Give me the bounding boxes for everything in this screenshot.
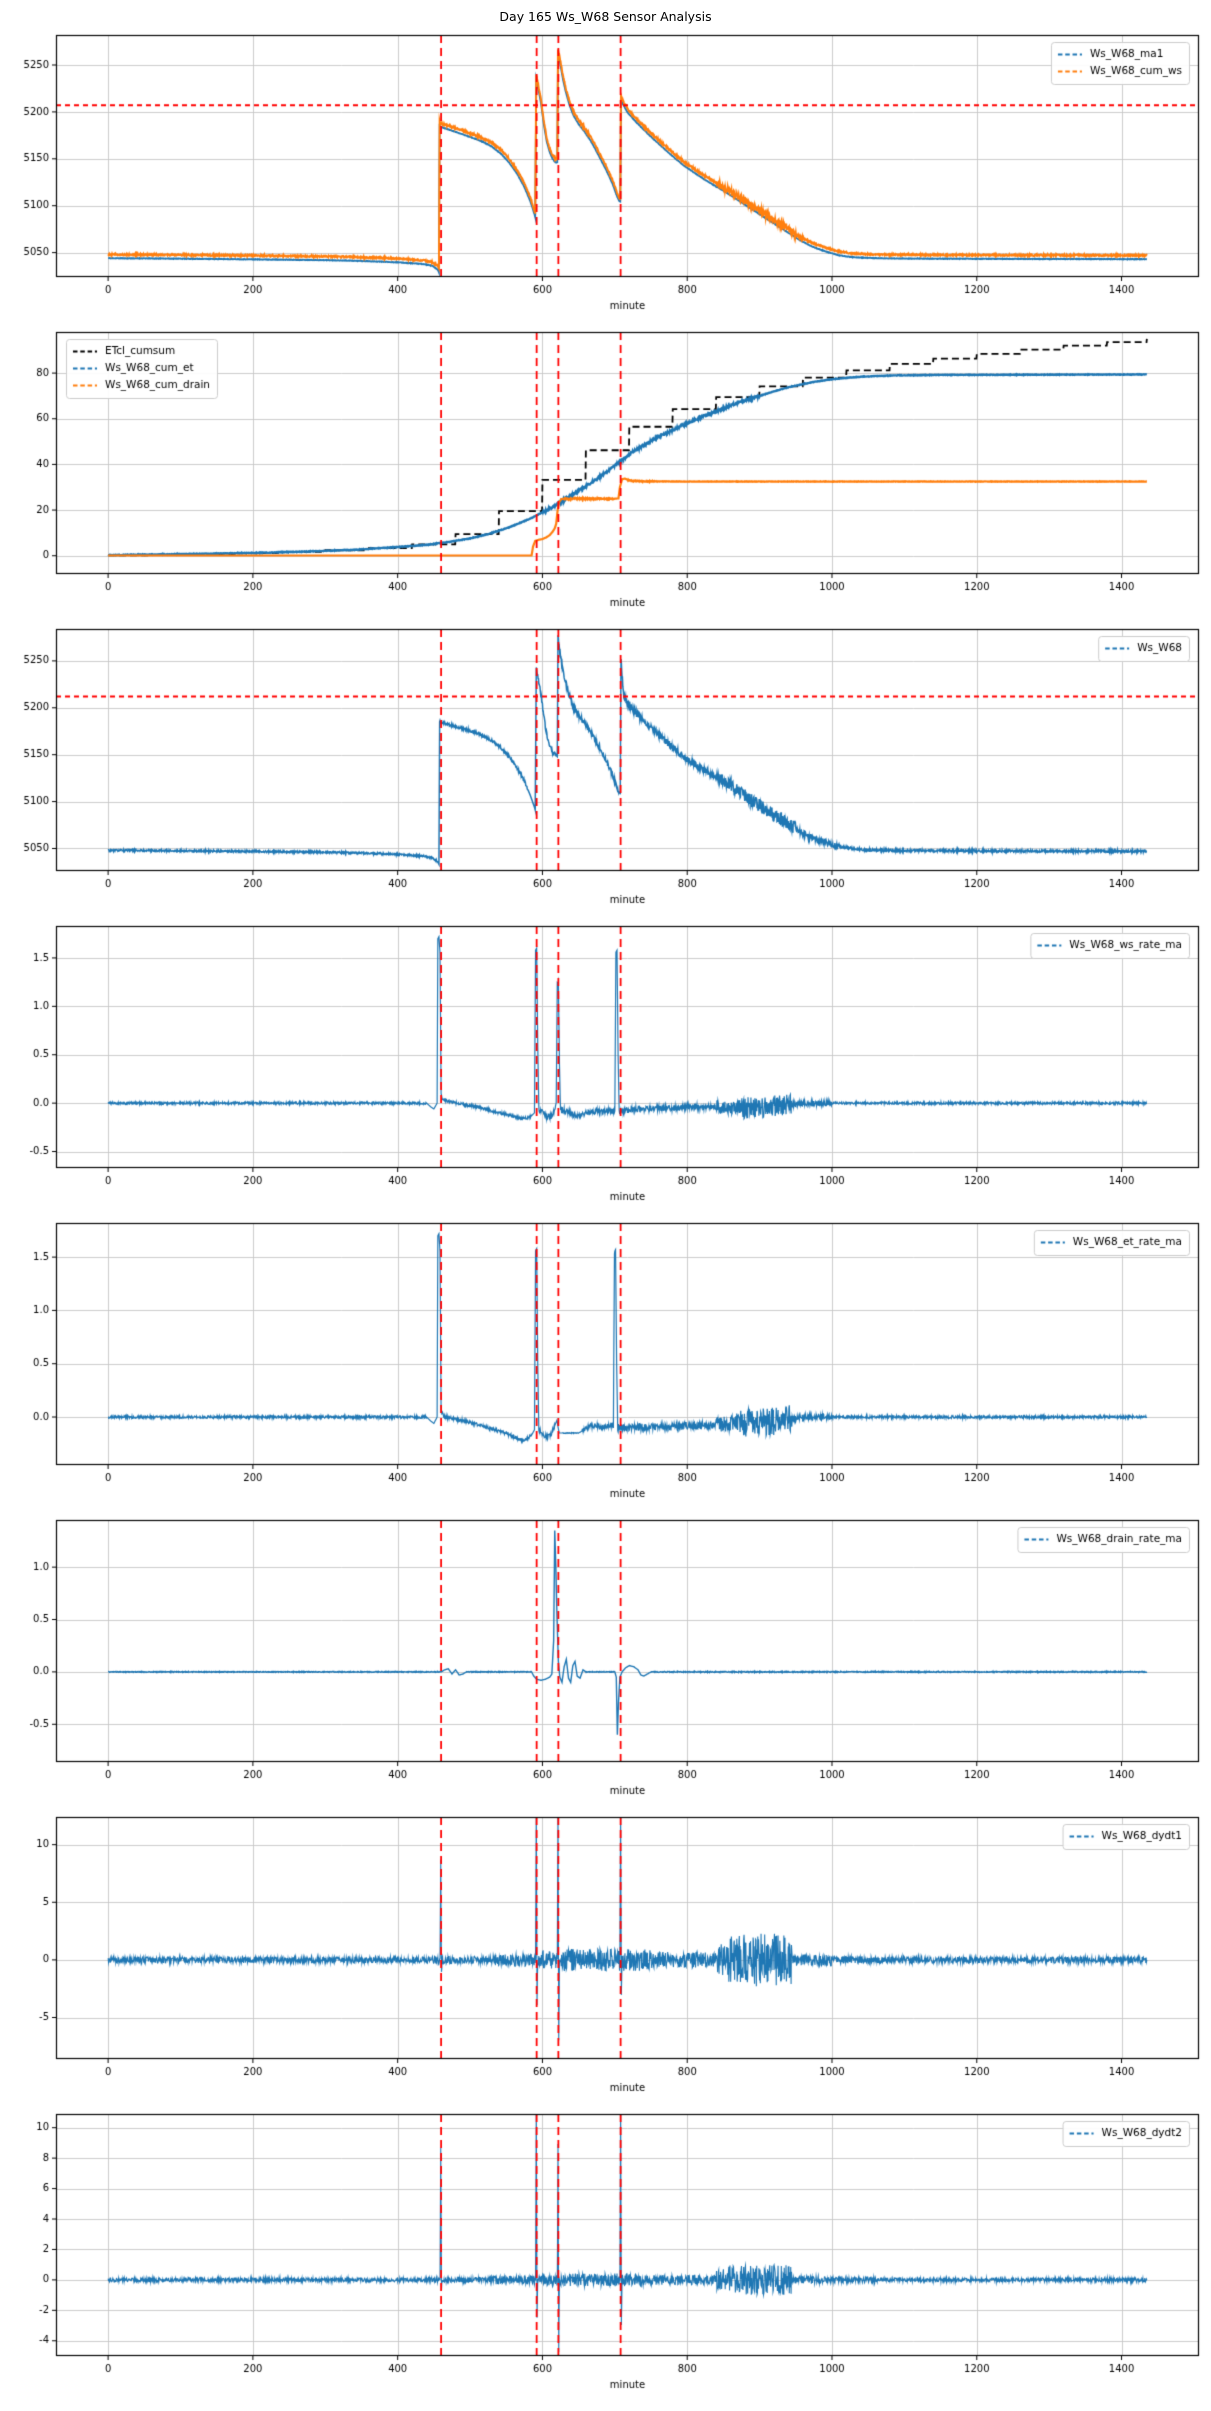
chart-panel-cumulative-et-drain [0, 330, 1211, 627]
chart-panel-dydt2 [0, 2112, 1211, 2409]
chart-panel-ws-rate-ma [0, 924, 1211, 1221]
chart-panel-et-rate-ma [0, 1221, 1211, 1518]
figure-title: Day 165 Ws_W68 Sensor Analysis [499, 9, 712, 24]
chart-panel-dydt1 [0, 1815, 1211, 2112]
chart-panel-ws-ma1-cum-ws [0, 33, 1211, 330]
chart-panel-drain-rate-ma [0, 1518, 1211, 1815]
chart-panel-ws-raw [0, 627, 1211, 924]
